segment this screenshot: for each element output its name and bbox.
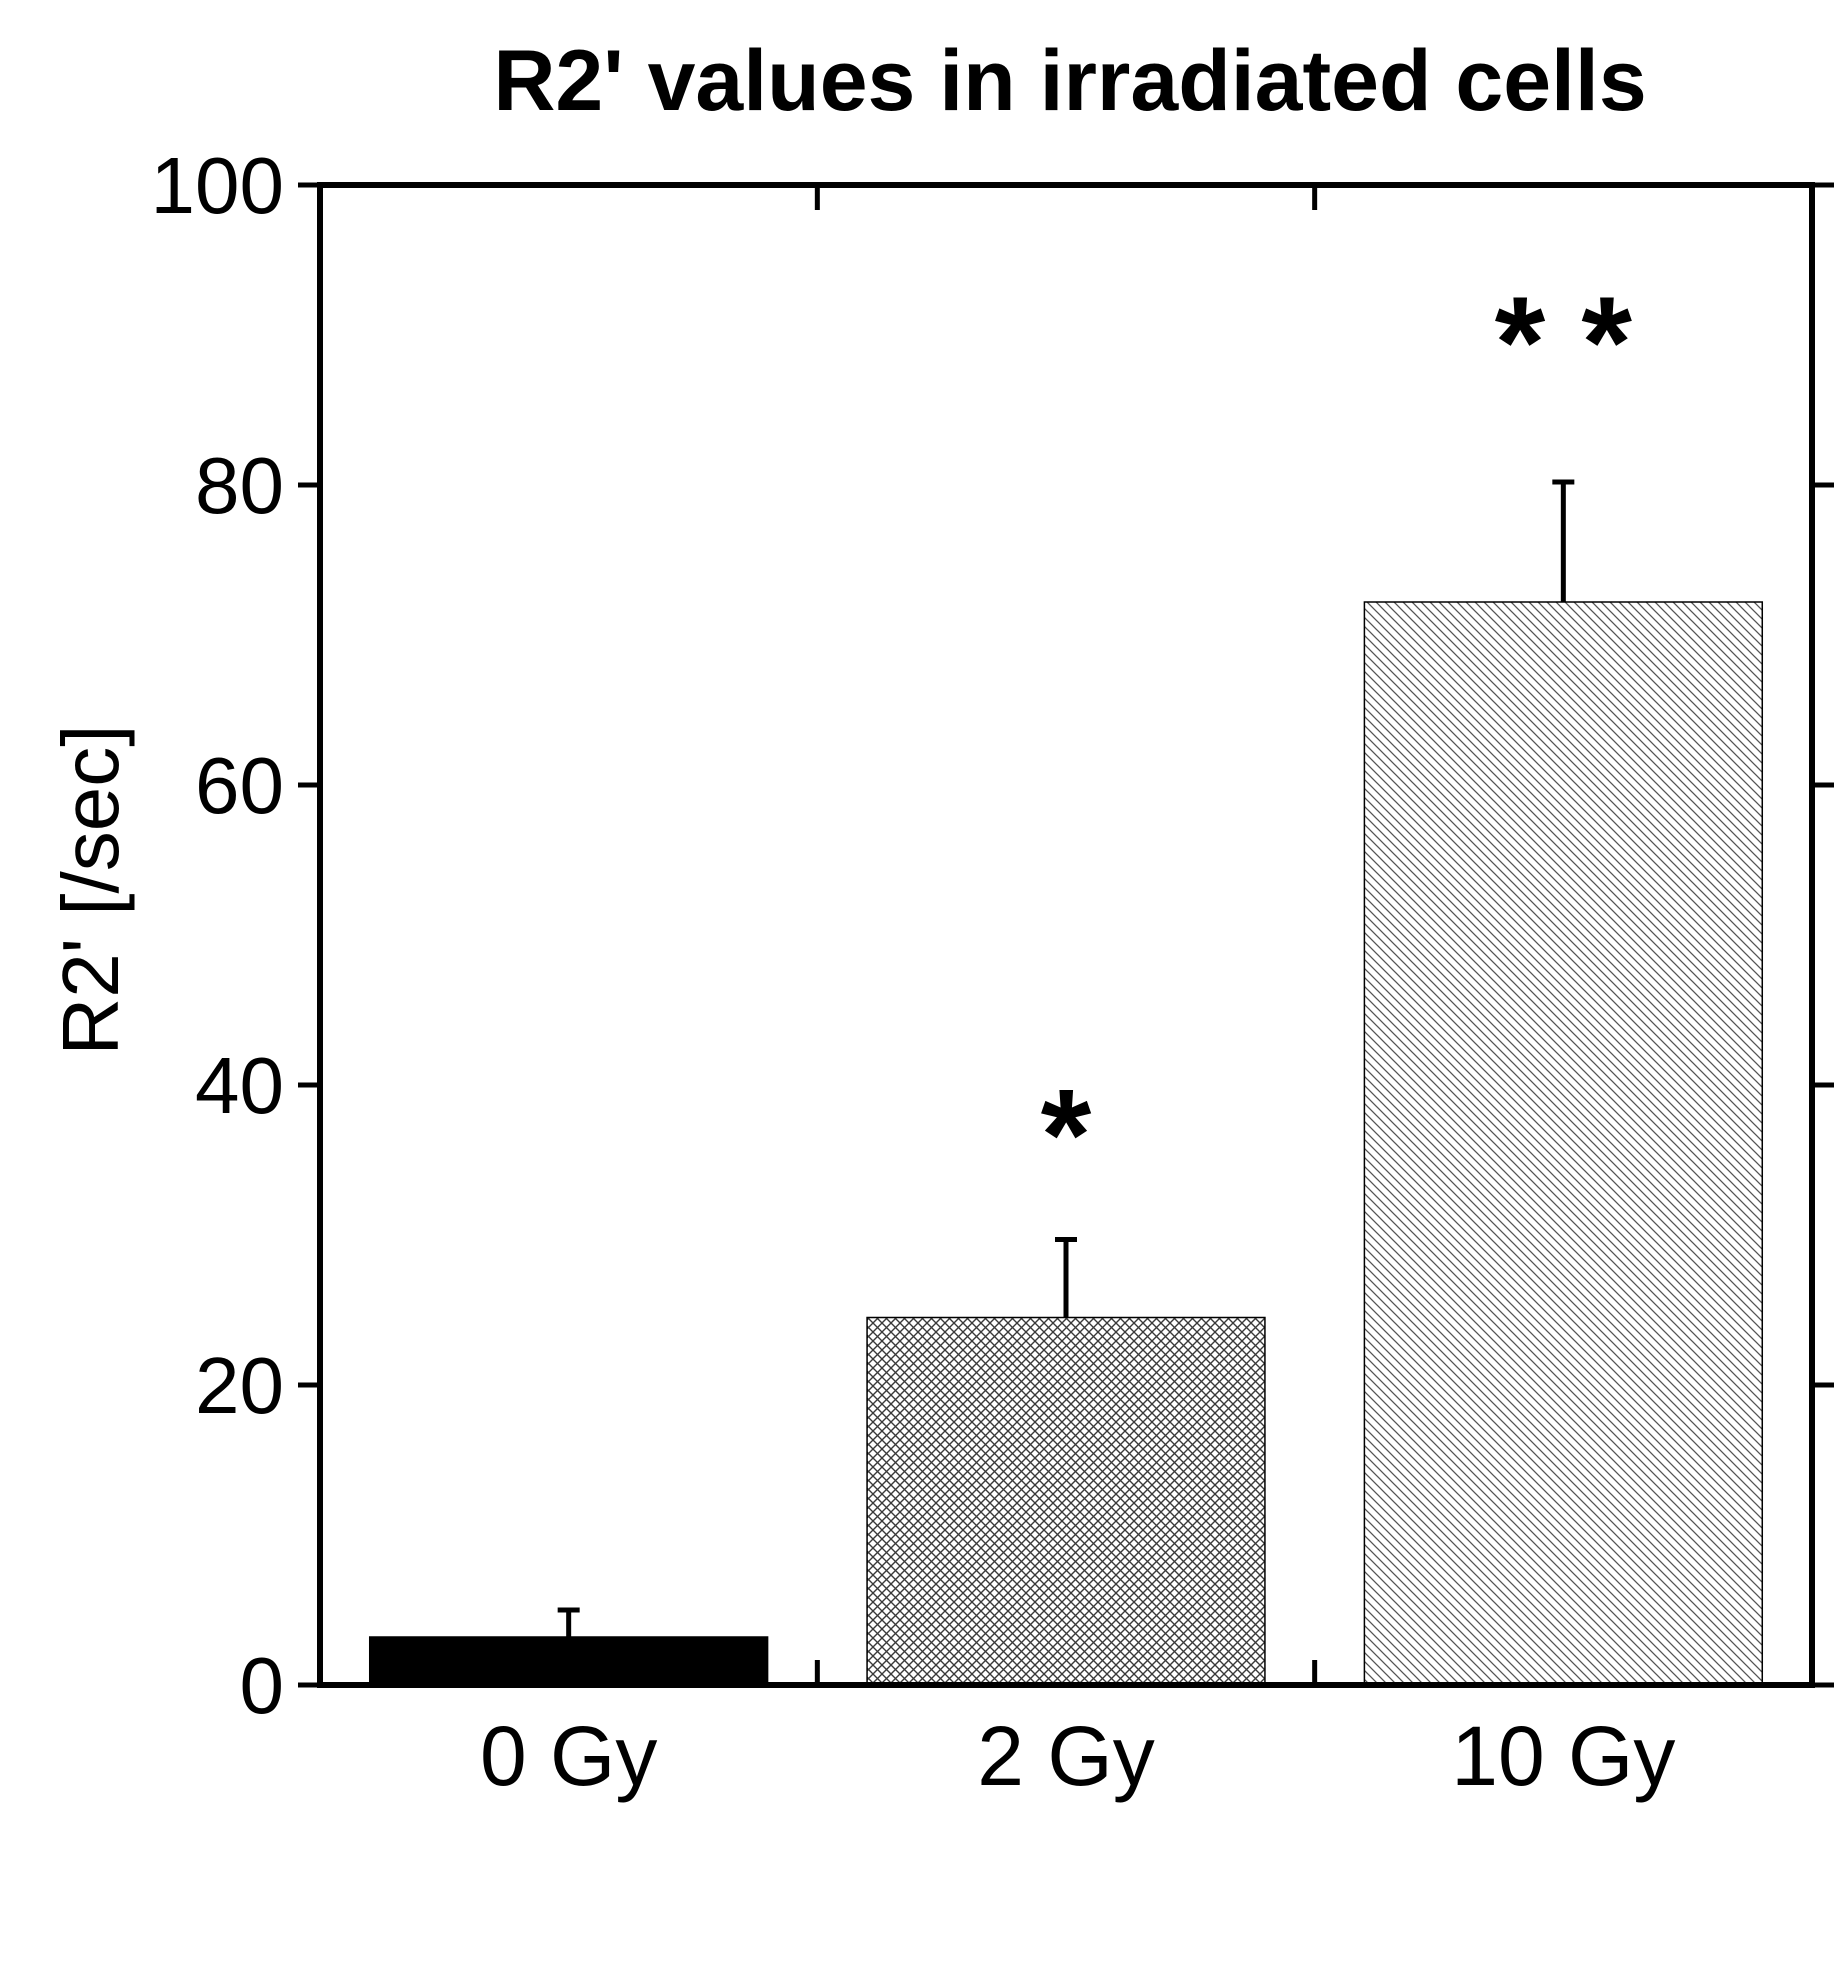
significance-mark-1: * bbox=[1041, 1062, 1092, 1208]
y-tick-label-5: 100 bbox=[151, 141, 284, 230]
x-tick-label-2: 10 Gy bbox=[1451, 1709, 1675, 1803]
y-tick-label-2: 40 bbox=[195, 1041, 284, 1130]
axes-frame bbox=[317, 182, 1815, 1688]
x-tick-label-0: 0 Gy bbox=[480, 1709, 657, 1803]
bar-0 bbox=[368, 1636, 769, 1686]
y-tick-label-1: 20 bbox=[195, 1341, 284, 1430]
y-axis-label: R2' [/sec] bbox=[46, 725, 135, 1056]
significance-mark-2: * * bbox=[1495, 269, 1633, 415]
bar-2 bbox=[1363, 601, 1764, 1686]
plot-area: 0 Gy * 2 Gy * * 10 Gy 0 20 40 60 80 100 bbox=[151, 141, 1834, 1803]
y-tick-label-3: 60 bbox=[195, 741, 284, 830]
y-tick-label-0: 0 bbox=[240, 1641, 285, 1730]
bar-1 bbox=[866, 1316, 1266, 1686]
chart-title: R2' values in irradiated cells bbox=[493, 33, 1646, 129]
y-tick-label-4: 80 bbox=[195, 441, 284, 530]
x-tick-label-1: 2 Gy bbox=[977, 1709, 1154, 1803]
